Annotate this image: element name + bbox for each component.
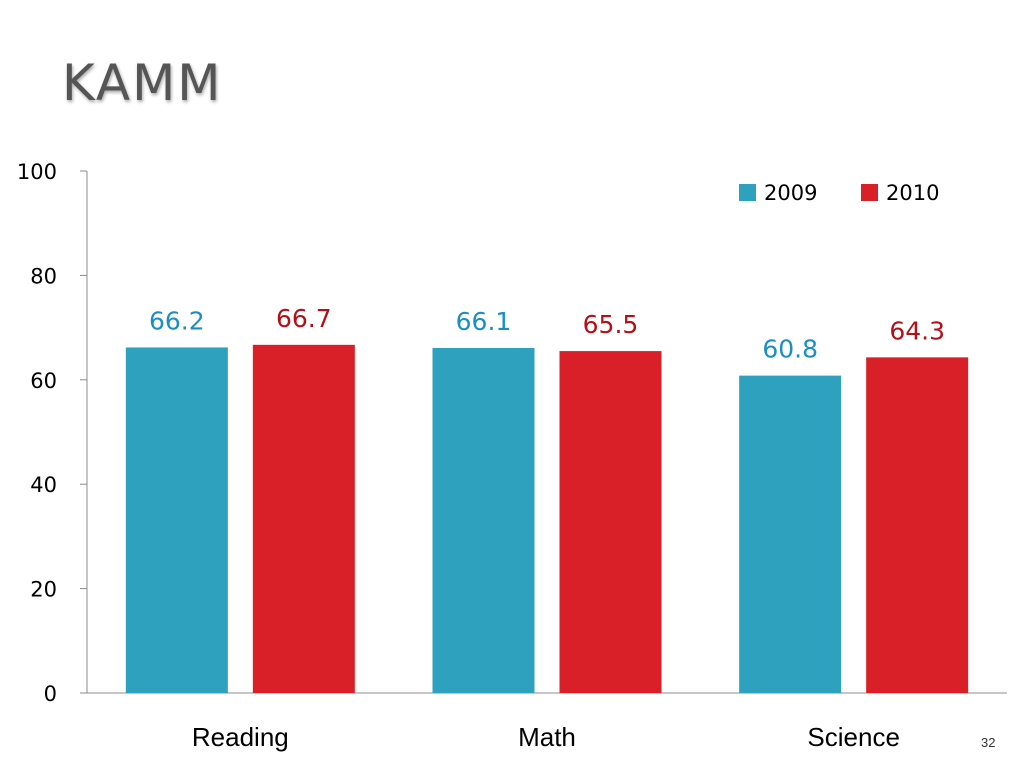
y-tick-label: 80: [30, 264, 57, 288]
legend-swatch: [739, 184, 756, 201]
slide-title: KAMM: [62, 54, 223, 112]
chart-legend: 2009 2010: [739, 181, 939, 205]
y-tick-label: 40: [30, 473, 57, 497]
bar-2009-science: [739, 375, 842, 693]
chart-data-labels: 66.2 66.1 60.8 66.7 65.5 64.3: [149, 304, 945, 364]
x-category-label: Math: [518, 722, 576, 752]
x-category-label: Science: [807, 722, 900, 752]
slide-number: 32: [981, 735, 996, 750]
y-tick-label: 60: [30, 369, 57, 393]
bar-2010-science: [866, 357, 969, 693]
data-label: 64.3: [889, 316, 945, 345]
data-label: 66.7: [276, 304, 332, 333]
legend-swatch: [861, 184, 878, 201]
bar-2009-reading: [125, 347, 228, 693]
bar-2010-math: [559, 351, 662, 693]
legend-label: 2010: [886, 181, 939, 205]
y-tick-label: 0: [44, 682, 57, 706]
chart-bars: [125, 344, 969, 693]
x-category-label: Reading: [192, 722, 289, 752]
data-label: 65.5: [583, 310, 639, 339]
data-label: 66.1: [456, 307, 512, 336]
legend-label: 2009: [764, 181, 817, 205]
bar-2009-math: [432, 347, 535, 693]
data-label: 60.8: [762, 335, 818, 364]
data-label: 66.2: [149, 306, 205, 335]
bar-2010-reading: [252, 344, 355, 693]
y-tick-label: 20: [30, 578, 57, 602]
y-tick-label: 100: [17, 160, 57, 184]
chart-axes: 0 20 40 60 80 100 Reading Math Science: [17, 160, 1007, 752]
